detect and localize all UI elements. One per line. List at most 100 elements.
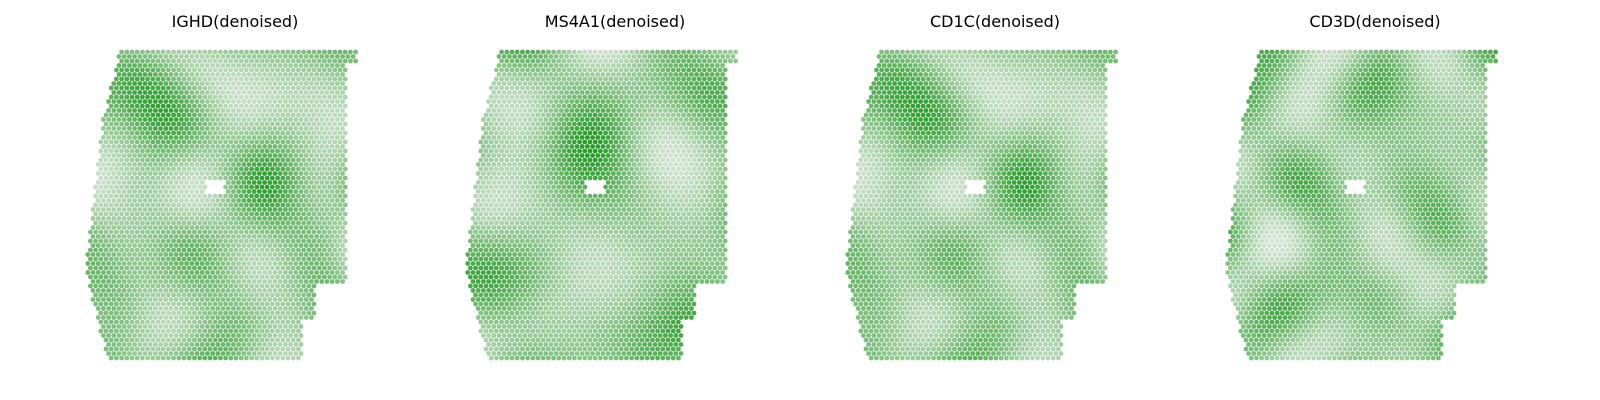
spot	[264, 265, 270, 271]
spot	[538, 207, 543, 212]
spot	[254, 58, 260, 64]
spot	[142, 180, 148, 185]
spot	[192, 157, 197, 163]
spot	[501, 108, 507, 113]
spot	[650, 193, 655, 199]
spot	[509, 220, 515, 226]
spot	[345, 54, 351, 59]
spot	[543, 180, 549, 185]
spot	[257, 189, 262, 194]
spot	[168, 153, 174, 158]
spot	[605, 198, 611, 203]
spot	[168, 180, 174, 185]
spot	[535, 103, 541, 109]
spot	[197, 211, 203, 217]
spot	[683, 144, 689, 149]
spot	[132, 225, 137, 230]
spot	[173, 153, 179, 158]
spot	[613, 94, 619, 100]
spot	[678, 63, 684, 68]
spot	[173, 189, 179, 194]
spot	[264, 76, 270, 82]
spot	[116, 108, 122, 113]
spot	[244, 94, 249, 100]
spot	[520, 85, 525, 91]
spot	[637, 153, 642, 158]
spot	[212, 67, 218, 73]
spot	[686, 130, 692, 136]
spot	[93, 301, 98, 307]
spot	[694, 216, 699, 221]
spot	[569, 207, 575, 212]
spot	[127, 90, 132, 95]
spot	[137, 288, 143, 293]
spot	[569, 117, 575, 122]
spot	[663, 135, 668, 140]
spot	[481, 135, 486, 140]
spot	[324, 171, 330, 176]
spot	[522, 90, 528, 95]
spot	[101, 225, 106, 230]
spot	[228, 310, 234, 316]
spot	[673, 144, 679, 149]
spot	[720, 144, 725, 149]
spot	[520, 202, 525, 208]
spot	[106, 351, 111, 356]
spot	[686, 148, 692, 154]
spot	[702, 220, 707, 226]
spot	[618, 112, 624, 118]
spot	[233, 157, 239, 163]
spot	[267, 225, 273, 230]
spot	[98, 184, 104, 190]
spot	[163, 279, 169, 284]
spot	[491, 108, 497, 113]
spot	[702, 85, 707, 91]
spot	[163, 324, 169, 329]
spot	[150, 211, 156, 217]
spot	[270, 301, 275, 307]
spot	[184, 333, 190, 338]
spot	[585, 153, 590, 158]
spot	[566, 220, 572, 226]
spot	[202, 265, 208, 271]
spot	[702, 184, 707, 190]
spot	[116, 162, 122, 167]
spot	[309, 99, 314, 104]
spot	[142, 342, 148, 347]
spot	[179, 252, 184, 257]
spot	[166, 85, 171, 91]
spot	[722, 193, 728, 199]
spot	[611, 162, 616, 167]
spot	[205, 243, 210, 248]
spot	[319, 72, 325, 77]
spot	[184, 72, 190, 77]
spot	[501, 117, 507, 122]
spot	[251, 189, 257, 194]
spot	[496, 81, 502, 86]
spot	[189, 252, 195, 257]
spot	[236, 135, 242, 140]
spot	[507, 63, 512, 68]
spot	[332, 211, 338, 217]
spot	[158, 315, 163, 320]
spot	[189, 189, 195, 194]
spot	[686, 85, 692, 91]
spot	[311, 238, 317, 244]
spot	[507, 153, 512, 158]
spot	[179, 189, 184, 194]
spot	[223, 85, 229, 91]
spot	[316, 184, 322, 190]
spot	[720, 171, 725, 176]
spot	[598, 130, 603, 136]
spot	[538, 99, 543, 104]
spot	[244, 310, 249, 316]
spot	[616, 171, 621, 176]
spot	[512, 144, 517, 149]
spot	[231, 207, 236, 212]
spot	[111, 99, 117, 104]
spot	[103, 175, 109, 181]
spot	[590, 216, 595, 221]
spot	[124, 112, 130, 118]
spot	[566, 166, 572, 172]
spot	[257, 126, 262, 131]
